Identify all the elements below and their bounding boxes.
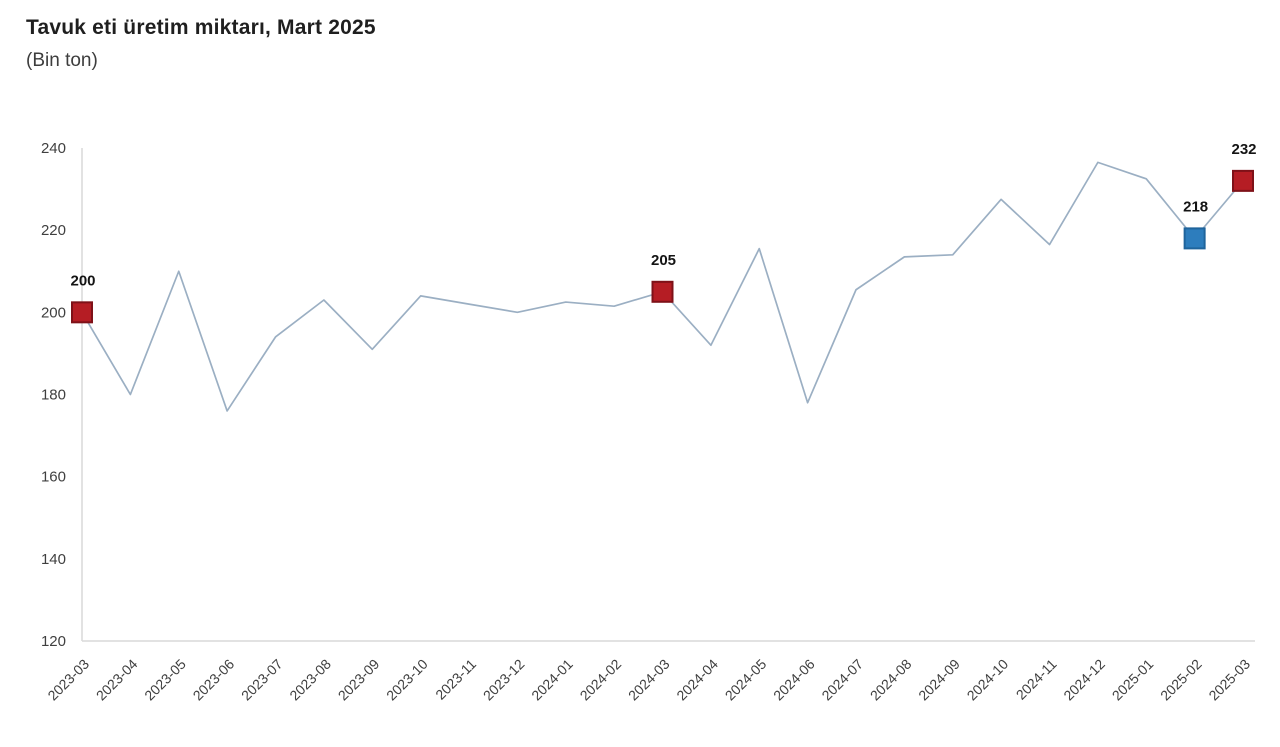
x-tick-label: 2024-10	[964, 656, 1012, 704]
y-tick-label: 240	[41, 140, 66, 157]
x-tick-label: 2023-04	[93, 656, 141, 704]
y-tick-label: 120	[41, 633, 66, 650]
x-tick-label: 2025-02	[1157, 656, 1205, 704]
x-tick-label: 2025-01	[1109, 656, 1157, 704]
x-tick-label: 2024-02	[577, 656, 625, 704]
y-tick-label: 200	[41, 304, 66, 321]
x-tick-label: 2023-05	[141, 656, 189, 704]
x-tick-label: 2024-11	[1013, 656, 1060, 703]
x-tick-label: 2024-09	[915, 656, 963, 704]
chart-subtitle: (Bin ton)	[26, 50, 98, 71]
x-tick-label: 2024-08	[867, 656, 915, 704]
x-tick-label: 2024-03	[625, 656, 673, 704]
x-tick-label: 2023-10	[383, 656, 431, 704]
y-tick-label: 140	[41, 551, 66, 568]
x-tick-label: 2024-07	[818, 656, 866, 704]
data-point-label-2024-03: 205	[651, 252, 676, 269]
x-tick-label: 2023-08	[286, 656, 334, 704]
x-tick-label: 2023-03	[44, 656, 92, 704]
data-point-marker-2024-03	[651, 280, 674, 303]
chart-header: Tavuk eti üretim miktarı, Mart 2025 (Bin…	[26, 16, 376, 72]
x-tick-label: 2023-09	[335, 656, 383, 704]
y-tick-label: 180	[41, 387, 66, 404]
x-tick-label: 2024-06	[770, 656, 818, 704]
x-tick-label: 2024-12	[1060, 656, 1108, 704]
x-tick-label: 2024-04	[673, 656, 721, 704]
x-tick-label: 2023-07	[238, 656, 286, 704]
data-point-label-2025-02: 218	[1183, 198, 1208, 215]
y-tick-label: 160	[41, 469, 66, 486]
data-point-label-2025-03: 232	[1231, 141, 1256, 158]
x-tick-label: 2024-01	[528, 656, 576, 704]
chart-title: Tavuk eti üretim miktarı, Mart 2025	[26, 16, 376, 39]
data-point-marker-2025-03	[1232, 169, 1254, 192]
x-tick-label: 2023-06	[190, 656, 238, 704]
x-tick-label: 2024-05	[722, 656, 770, 704]
y-tick-label: 220	[41, 222, 66, 239]
data-point-marker-2025-02	[1183, 227, 1206, 250]
x-tick-label: 2023-12	[480, 656, 528, 704]
x-tick-label: 2023-11	[432, 656, 479, 703]
data-point-label-2023-03: 200	[70, 272, 95, 289]
x-tick-label: 2025-03	[1205, 656, 1253, 704]
data-point-marker-2023-03	[71, 301, 93, 324]
